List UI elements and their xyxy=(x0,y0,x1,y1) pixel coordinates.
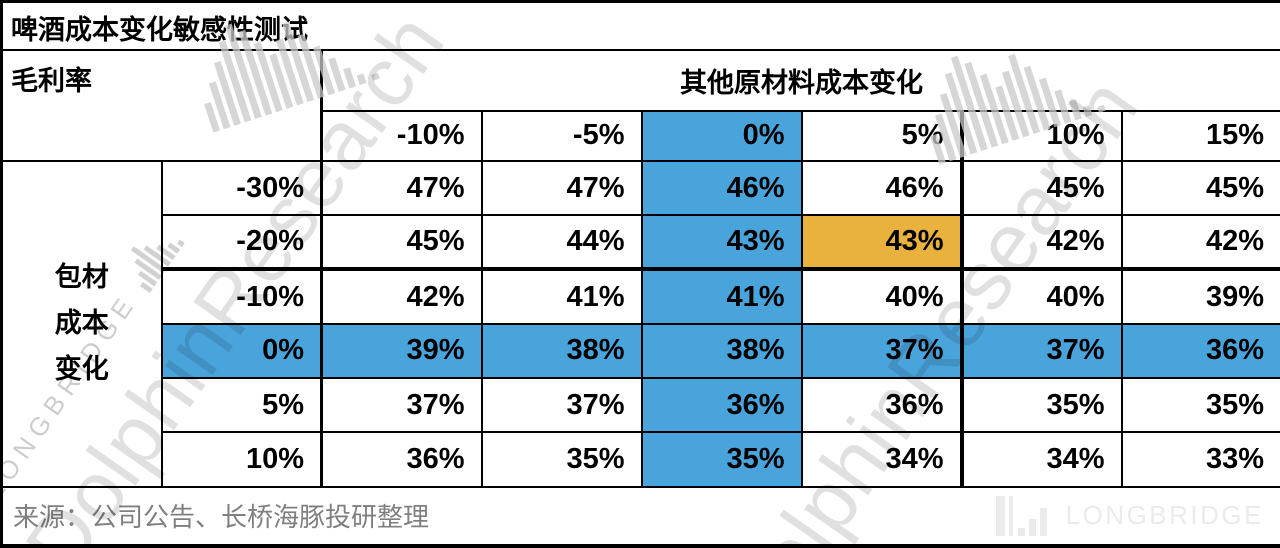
data-cell: 35% xyxy=(1120,377,1280,434)
data-cell: 33% xyxy=(1120,431,1280,488)
data-cell: 34% xyxy=(960,431,1123,488)
row-label: -20% xyxy=(160,214,323,272)
data-cell: 43% xyxy=(640,214,803,272)
data-cell: 45% xyxy=(1120,159,1280,217)
data-cell: 38% xyxy=(640,322,803,380)
data-cell: 37% xyxy=(320,377,483,434)
column-header-cell: -5% xyxy=(480,109,643,162)
source-note: 来源：公司公告、长桥海豚投研整理 xyxy=(13,502,430,533)
data-cell: 38% xyxy=(480,322,643,380)
longbridge-logo-text: LONGBRIDGE xyxy=(1065,500,1264,531)
row-label: -30% xyxy=(160,159,323,217)
longbridge-logo-bars-icon xyxy=(995,495,1047,536)
data-cell: 35% xyxy=(960,377,1123,434)
data-cell: 42% xyxy=(960,214,1123,272)
source-row: 来源：公司公告、长桥海豚投研整理 LONGBRIDGE xyxy=(0,485,1280,548)
row-group-label-line: 成本 xyxy=(54,307,109,338)
data-cell: 36% xyxy=(640,377,803,434)
row-axis-label: 毛利率 xyxy=(0,49,323,162)
row-group-label-line: 变化 xyxy=(54,353,109,384)
row-group-label-line: 包材 xyxy=(54,261,109,292)
row-label: 10% xyxy=(160,431,323,488)
longbridge-logo: LONGBRIDGE xyxy=(995,494,1264,538)
data-cell: 40% xyxy=(800,268,964,325)
data-cell: 45% xyxy=(320,214,483,272)
row-group-label: 包材 成本 变化 xyxy=(0,159,163,488)
column-axis-label: 其他原材料成本变化 xyxy=(320,49,1280,112)
data-cell: 42% xyxy=(320,268,483,325)
data-cell: 46% xyxy=(640,159,803,217)
column-header-cell: 15% xyxy=(1120,109,1280,162)
table-title: 啤酒成本变化敏感性测试 xyxy=(0,0,1280,52)
column-header-cell: 0% xyxy=(640,109,803,162)
data-cell: 40% xyxy=(960,268,1123,325)
data-cell: 36% xyxy=(800,377,964,434)
data-cell: 46% xyxy=(800,159,964,217)
column-header-cell: 5% xyxy=(800,109,964,162)
data-cell: 41% xyxy=(640,268,803,325)
row-label: -10% xyxy=(160,268,323,325)
data-cell: 42% xyxy=(1120,214,1280,272)
column-header-cell: 10% xyxy=(960,109,1123,162)
data-cell: 34% xyxy=(800,431,964,488)
data-cell: 39% xyxy=(320,322,483,380)
data-cell: 36% xyxy=(1120,322,1280,380)
data-cell: 44% xyxy=(480,214,643,272)
column-header-cell: -10% xyxy=(320,109,483,162)
data-cell: 41% xyxy=(480,268,643,325)
data-cell: 35% xyxy=(640,431,803,488)
data-cell: 37% xyxy=(480,377,643,434)
data-cell: 35% xyxy=(480,431,643,488)
data-cell: 39% xyxy=(1120,268,1280,325)
data-cell-highlighted: 43% xyxy=(800,214,964,272)
data-cell: 36% xyxy=(320,431,483,488)
data-cell: 47% xyxy=(320,159,483,217)
data-cell: 47% xyxy=(480,159,643,217)
row-label: 5% xyxy=(160,377,323,434)
data-cell: 37% xyxy=(960,322,1123,380)
data-cell: 45% xyxy=(960,159,1123,217)
row-label: 0% xyxy=(160,322,323,380)
data-cell: 37% xyxy=(800,322,964,380)
